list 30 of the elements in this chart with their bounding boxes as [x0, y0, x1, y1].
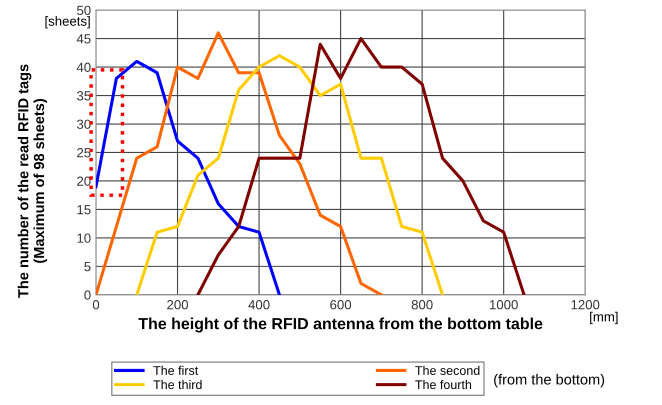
y-tick-label: 25 — [77, 148, 91, 158]
y-tick-label: 0 — [84, 290, 91, 300]
y-tick-label: 45 — [76, 34, 91, 44]
line-series — [96, 31, 383, 295]
y-tick-label: 15 — [77, 205, 91, 214]
x-tick-label: 800 — [412, 300, 433, 310]
text: [mm] — [590, 312, 618, 324]
y-tick-label: 50 — [76, 6, 91, 16]
x-tick-label: 200 — [167, 300, 188, 310]
legend-label: The fourth — [415, 380, 472, 390]
text: (from the bottom) — [494, 374, 604, 388]
x-tick-label: 600 — [330, 300, 352, 310]
y-tick-label: 10 — [77, 233, 91, 243]
legend-label: The third — [153, 380, 202, 390]
legend-label: The first — [153, 366, 198, 375]
legend-label: The second — [415, 366, 480, 375]
x-tick-label: 0 — [92, 300, 100, 310]
x-tick-label: 1200 — [572, 300, 600, 310]
x-axis-title: The height of the RFID antenna from the bottom table — [138, 318, 542, 333]
y-tick-label: 5 — [84, 262, 91, 272]
line-series — [196, 37, 526, 295]
text: [sheets] — [45, 16, 90, 28]
x-tick-label: 1000 — [490, 300, 518, 310]
y-axis-title: The number of the read RFID tags (Maximum of 98 sheets) — [18, 64, 48, 298]
line-series — [96, 60, 281, 295]
line-series — [135, 54, 444, 295]
x-tick-label: 400 — [248, 300, 270, 310]
y-tick-label: 40 — [76, 62, 91, 72]
y-tick-label: 35 — [76, 91, 91, 100]
y-tick-label: 20 — [77, 176, 91, 186]
